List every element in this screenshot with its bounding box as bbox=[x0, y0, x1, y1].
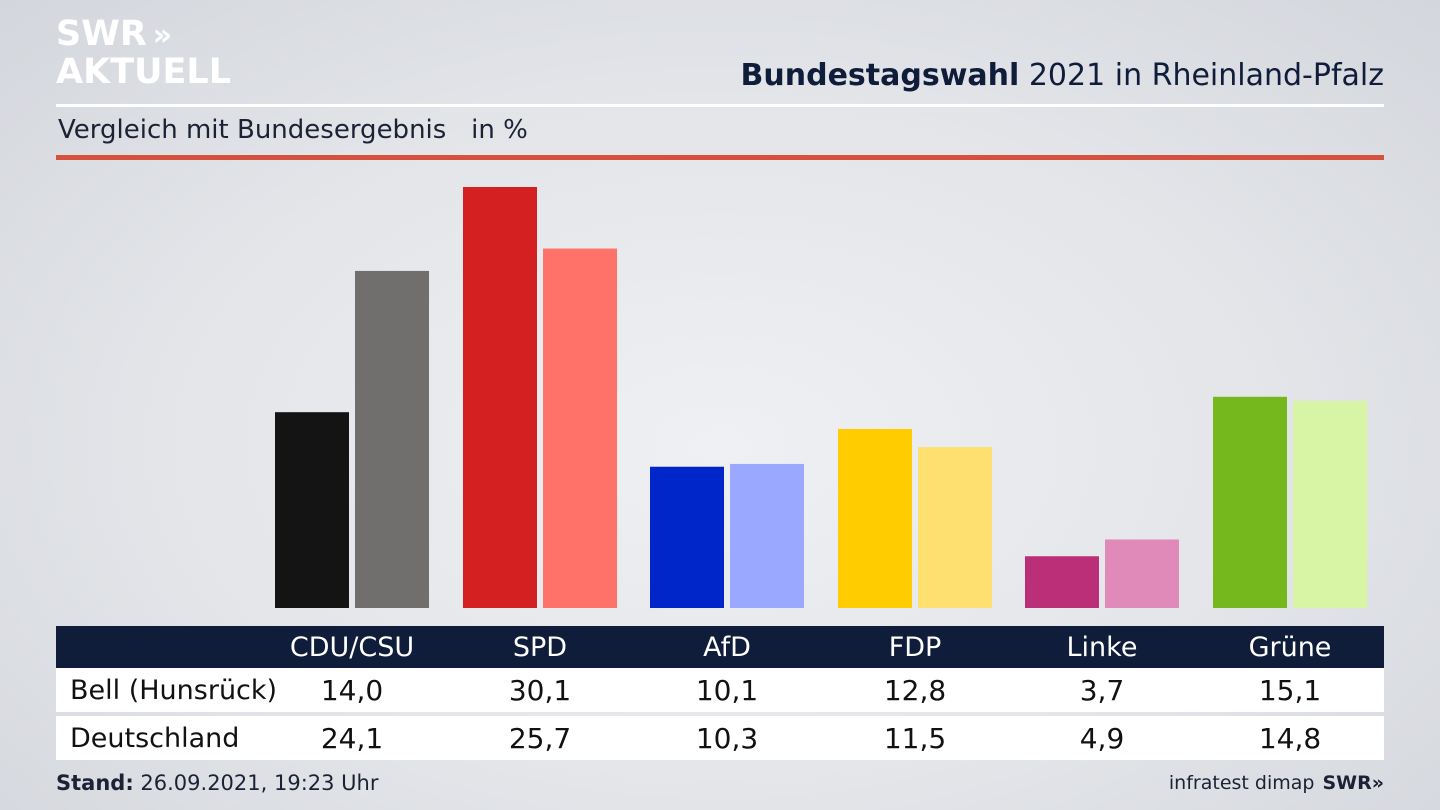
table-cell: 15,1 bbox=[1258, 673, 1322, 707]
source-label: infratest dimap bbox=[1168, 772, 1315, 794]
table-cell: 11,5 bbox=[883, 721, 947, 755]
row-label: Bell (Hunsrück) bbox=[70, 674, 278, 706]
chart-subtitle: Vergleich mit Bundesergebnis in % bbox=[58, 115, 528, 145]
bar-grüne-bell bbox=[1213, 396, 1287, 608]
stand-label: Stand: bbox=[56, 771, 134, 795]
table-cell: 10,1 bbox=[695, 673, 759, 707]
column-header: FDP bbox=[888, 631, 942, 663]
bar-afd-deutschland bbox=[730, 463, 804, 608]
title-rest: 2021 in Rheinland-Pfalz bbox=[1019, 58, 1384, 93]
table-row-deutschland: Deutschland 24,1 25,7 10,3 11,5 4,9 14,8 bbox=[56, 716, 1384, 760]
swr-aktuell-logo: SWR» AKTUELL bbox=[56, 16, 231, 90]
column-header: Grüne bbox=[1248, 631, 1332, 663]
table-cell: 25,7 bbox=[508, 721, 572, 755]
column-header: Linke bbox=[1066, 631, 1138, 663]
table-cell: 12,8 bbox=[883, 673, 947, 707]
title-bold: Bundestagswahl bbox=[740, 58, 1020, 93]
bar-afd-bell bbox=[650, 466, 724, 608]
results-table: CDU/CSU SPD AfD FDP Linke Grüne Bell (Hunsrüc… bbox=[56, 626, 1384, 760]
accent-divider bbox=[56, 155, 1384, 160]
column-header: AfD bbox=[703, 631, 751, 663]
logo-line-1: SWR» bbox=[56, 14, 172, 54]
table-cell: 10,3 bbox=[695, 721, 759, 755]
column-header: CDU/CSU bbox=[289, 631, 415, 663]
table-cell: 4,9 bbox=[1079, 721, 1125, 755]
table-header-row: CDU/CSU SPD AfD FDP Linke Grüne bbox=[56, 626, 1384, 668]
bar-cducsu-deutschland bbox=[355, 270, 429, 608]
bar-linke-deutschland bbox=[1105, 539, 1179, 608]
source-credit: infratest dimap SWR» bbox=[1169, 772, 1384, 794]
title-divider bbox=[56, 104, 1384, 107]
stand-value: 26.09.2021, 19:23 Uhr bbox=[133, 771, 379, 795]
page-title: Bundestagswahl 2021 in Rheinland-Pfalz bbox=[741, 58, 1384, 93]
bar-linke-bell bbox=[1025, 556, 1099, 608]
logo-line-2: AKTUELL bbox=[56, 52, 232, 92]
table-cell: 3,7 bbox=[1079, 673, 1125, 707]
bar-spd-bell bbox=[463, 187, 537, 608]
table-row-bell: Bell (Hunsrück) 14,0 30,1 10,1 12,8 3,7 15,1 bbox=[56, 668, 1384, 712]
table-cell: 14,8 bbox=[1258, 721, 1322, 755]
bar-fdp-deutschland bbox=[918, 447, 992, 608]
bar-cducsu-bell bbox=[275, 412, 349, 608]
table-cell: 30,1 bbox=[508, 673, 572, 707]
bar-fdp-bell bbox=[838, 428, 912, 608]
row-label: Deutschland bbox=[70, 722, 240, 754]
timestamp: Stand: 26.09.2021, 19:23 Uhr bbox=[56, 771, 379, 795]
column-header: SPD bbox=[512, 631, 568, 663]
swr-brand: SWR» bbox=[1322, 772, 1384, 794]
table-cell: 14,0 bbox=[320, 673, 384, 707]
bar-grüne-deutschland bbox=[1293, 400, 1367, 608]
table-cell: 24,1 bbox=[320, 721, 384, 755]
bar-spd-deutschland bbox=[543, 248, 617, 608]
